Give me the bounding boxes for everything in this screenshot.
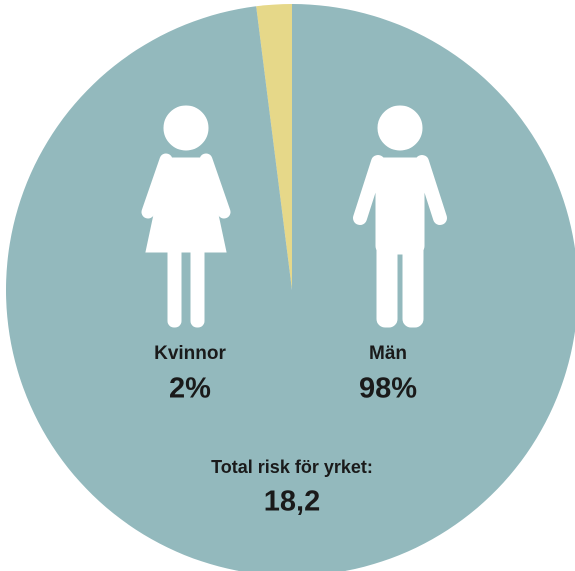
value-label: 2% — [169, 373, 211, 405]
category-label: Kvinnor — [154, 343, 226, 364]
pie-slice — [256, 4, 292, 290]
female-icon — [141, 105, 231, 328]
male-icon — [353, 105, 447, 328]
annotation: Total risk för yrket: — [211, 457, 373, 477]
value-label: 98% — [359, 373, 417, 405]
pie — [6, 4, 575, 571]
category-label: Män — [369, 343, 407, 364]
pie-slice — [6, 4, 575, 571]
annotation: 18,2 — [264, 486, 320, 518]
